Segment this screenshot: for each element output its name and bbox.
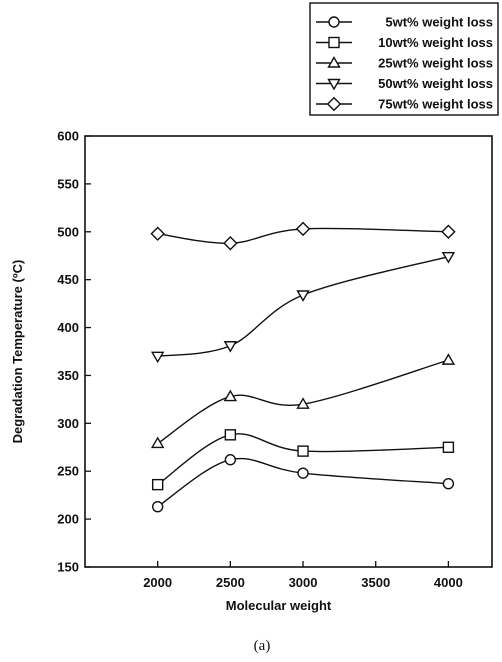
data-point bbox=[223, 341, 238, 353]
y-tick-label: 450 bbox=[57, 272, 79, 287]
legend-label: 10wt% weight loss bbox=[378, 35, 493, 50]
x-tick-label: 4000 bbox=[434, 575, 463, 590]
data-point bbox=[441, 251, 456, 264]
legend-marker bbox=[327, 78, 341, 91]
legend-label: 5wt% weight loss bbox=[385, 15, 493, 30]
data-point bbox=[151, 478, 164, 491]
x-tick-label: 3500 bbox=[361, 575, 390, 590]
legend-label: 50wt% weight loss bbox=[378, 76, 493, 91]
x-tick-label: 2500 bbox=[216, 575, 245, 590]
data-point bbox=[223, 236, 238, 251]
legend-entry: 50wt% weight loss bbox=[316, 76, 493, 91]
y-tick-label: 550 bbox=[57, 176, 79, 191]
y-axis-ticks: 150 200 250 300 350 400 450 500 550 600 bbox=[57, 129, 91, 575]
legend-label: 25wt% weight loss bbox=[378, 56, 493, 71]
data-point bbox=[223, 389, 238, 402]
y-tick-label: 200 bbox=[57, 512, 79, 527]
data-point bbox=[442, 477, 455, 490]
x-tick-label: 2000 bbox=[143, 575, 172, 590]
series-1 bbox=[151, 454, 455, 513]
data-point bbox=[297, 445, 309, 457]
legend-marker bbox=[326, 96, 342, 112]
legend-label: 75wt% weight loss bbox=[378, 97, 493, 112]
data-point bbox=[441, 224, 456, 240]
series-4 bbox=[150, 251, 456, 364]
x-tick-label: 3000 bbox=[289, 575, 318, 590]
y-tick-label: 400 bbox=[57, 320, 79, 335]
data-point bbox=[442, 441, 455, 453]
series-layer bbox=[150, 221, 456, 513]
y-tick-label: 350 bbox=[57, 368, 79, 383]
y-tick-label: 600 bbox=[57, 129, 79, 144]
legend: 5wt% weight loss 10wt% weight loss 25wt% w… bbox=[309, 2, 499, 116]
legend-marker bbox=[328, 16, 340, 28]
series-line bbox=[157, 457, 449, 508]
series-3 bbox=[150, 353, 456, 449]
legend-entry: 10wt% weight loss bbox=[316, 35, 493, 50]
legend-marker bbox=[327, 56, 341, 68]
y-axis-label: Degradation Temperature (ºC) bbox=[10, 260, 25, 444]
data-point bbox=[150, 226, 165, 241]
series-line bbox=[157, 227, 449, 244]
series-5 bbox=[150, 221, 456, 251]
legend-entry: 75wt% weight loss bbox=[316, 97, 493, 112]
y-tick-label: 300 bbox=[57, 416, 79, 431]
legend-marker bbox=[328, 36, 340, 49]
data-point bbox=[150, 351, 165, 364]
series-line bbox=[157, 256, 449, 357]
x-axis-ticks: 2000 2500 3000 3500 4000 bbox=[143, 561, 463, 590]
legend-entry: 25wt% weight loss bbox=[316, 56, 493, 71]
x-axis-label: Molecular weight bbox=[226, 598, 332, 613]
data-point bbox=[150, 436, 165, 449]
data-point bbox=[224, 454, 237, 466]
data-point bbox=[441, 353, 456, 365]
figure-caption: (a) bbox=[254, 638, 271, 654]
series-line bbox=[157, 359, 449, 445]
data-point bbox=[151, 500, 164, 513]
series-2 bbox=[151, 429, 455, 491]
data-point bbox=[296, 290, 310, 302]
data-point bbox=[297, 467, 309, 479]
legend-entry: 5wt% weight loss bbox=[316, 15, 493, 30]
y-tick-label: 150 bbox=[57, 560, 79, 575]
plot-frame bbox=[84, 135, 493, 568]
series-line bbox=[157, 433, 449, 486]
y-tick-label: 500 bbox=[57, 224, 79, 239]
y-tick-label: 250 bbox=[57, 464, 79, 479]
data-point bbox=[295, 221, 311, 237]
data-point bbox=[296, 397, 310, 409]
data-point bbox=[224, 429, 237, 441]
